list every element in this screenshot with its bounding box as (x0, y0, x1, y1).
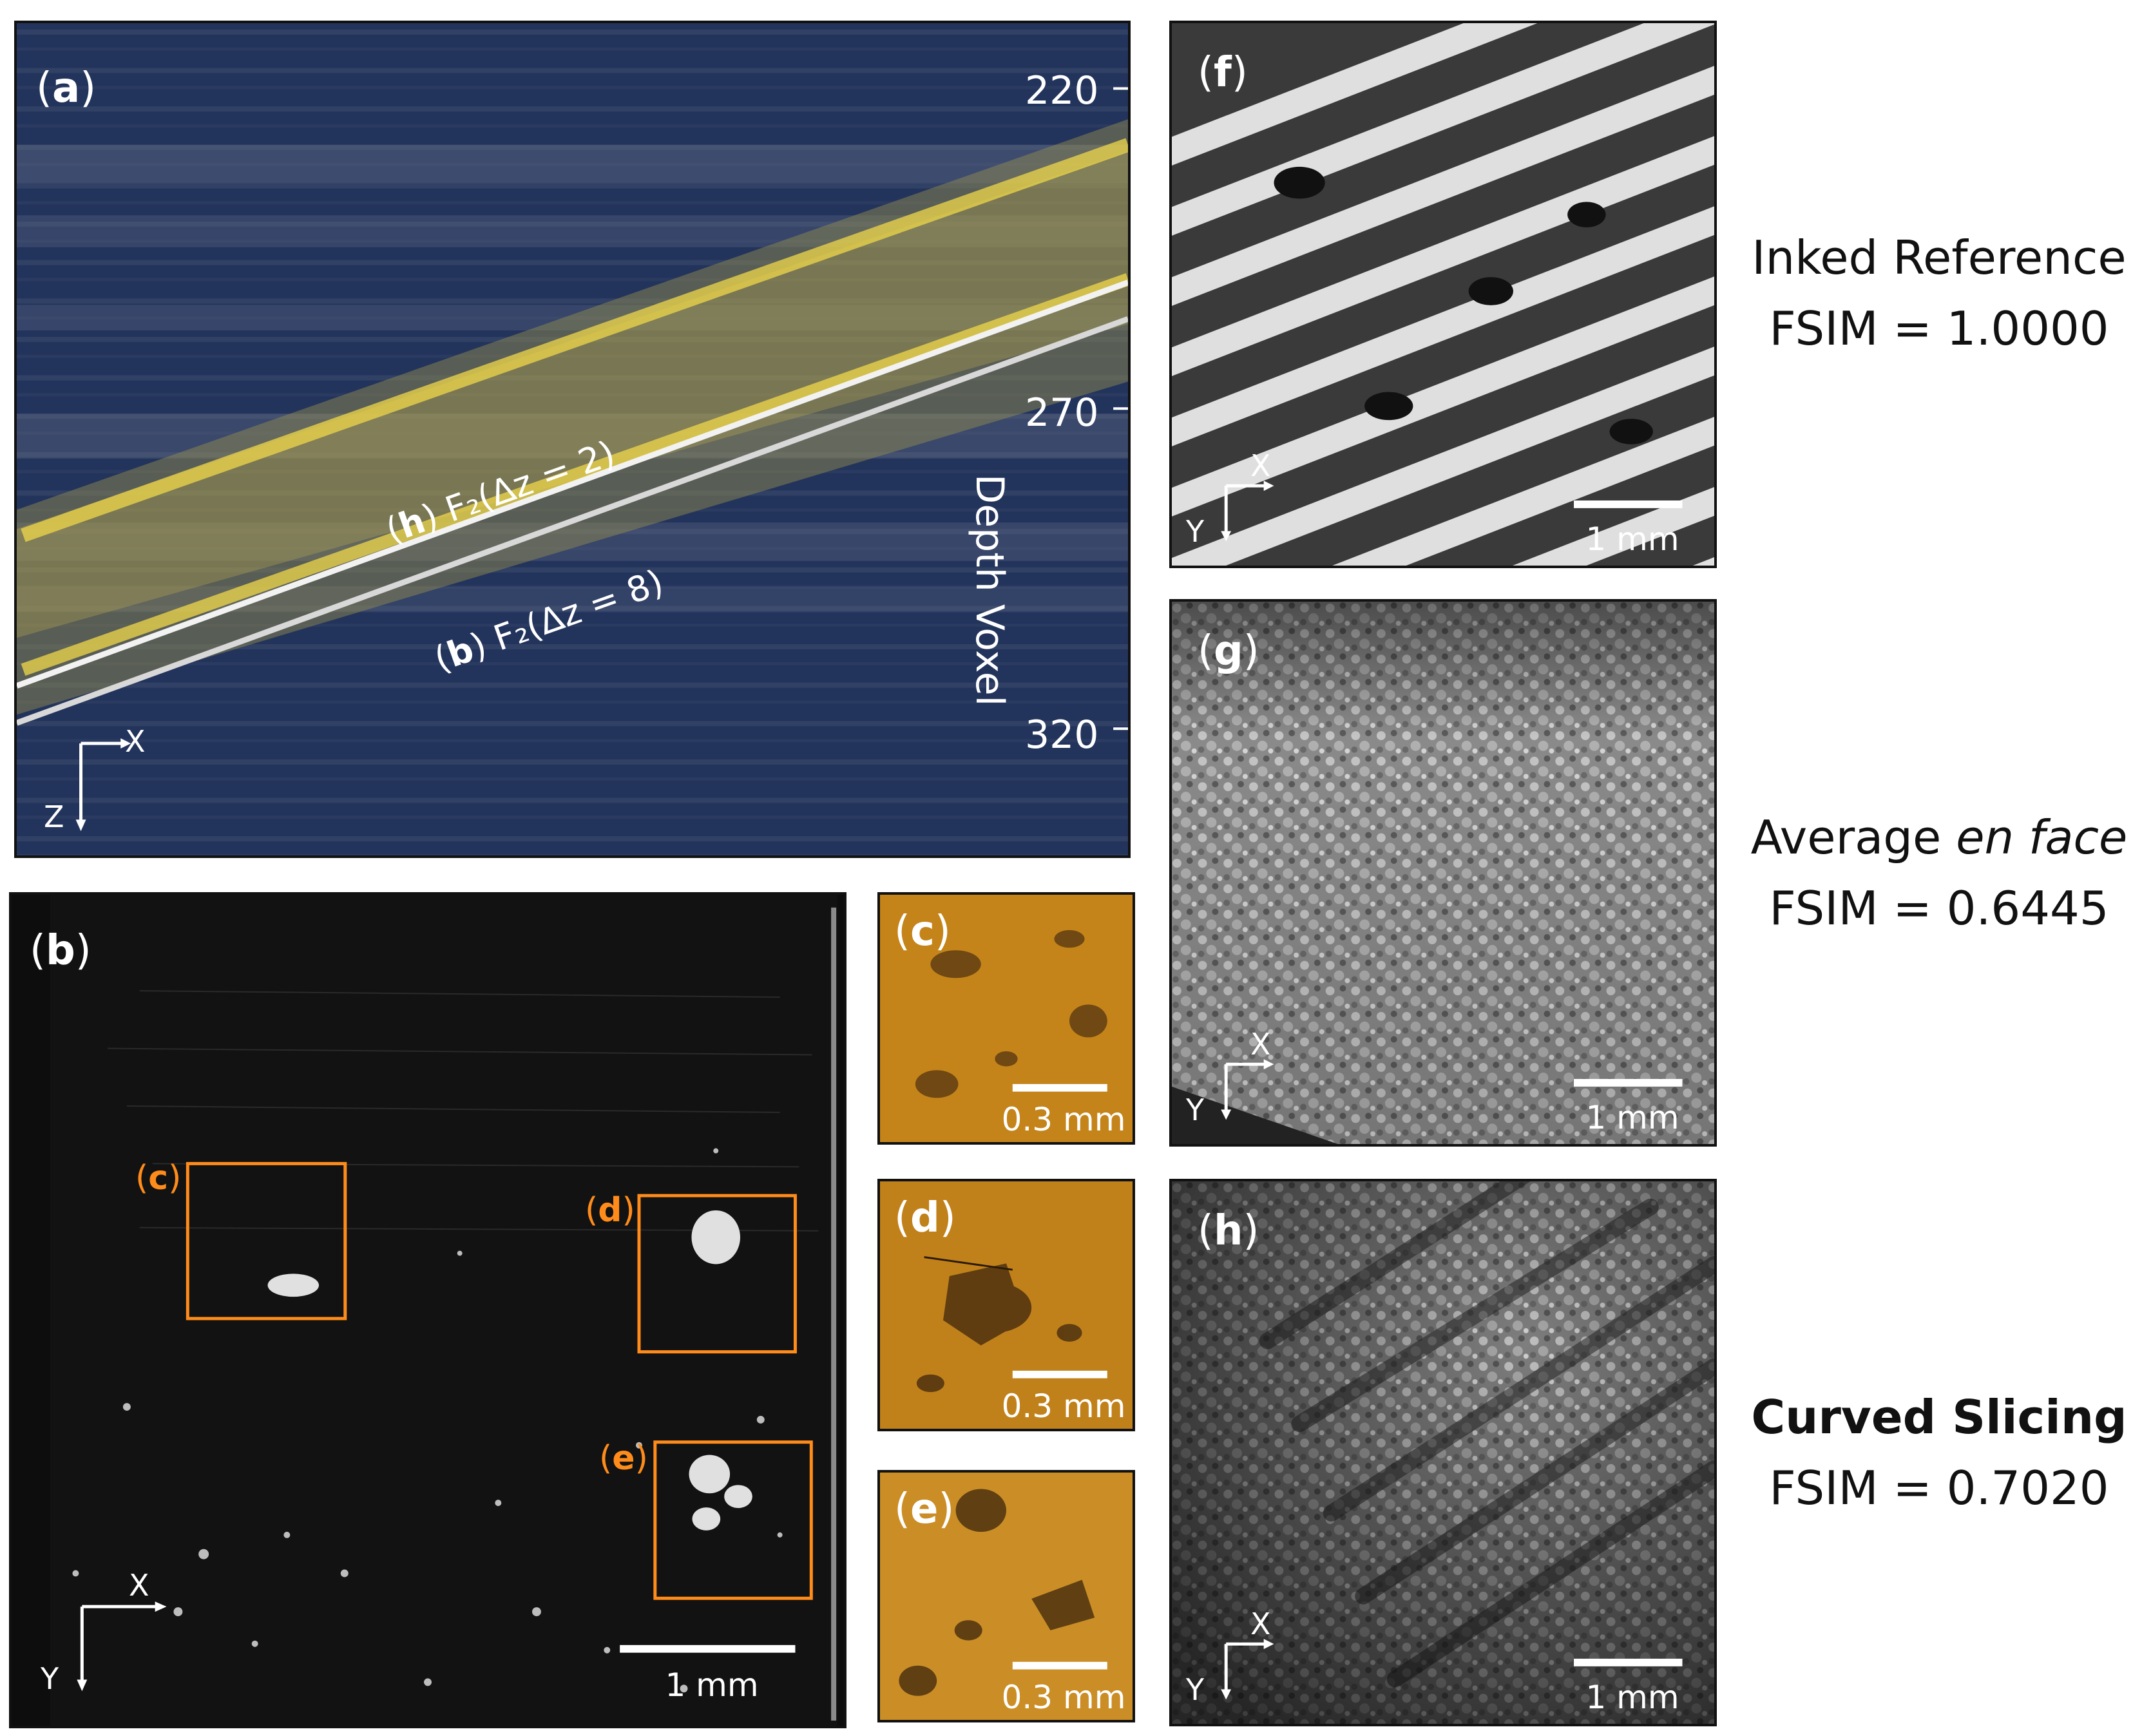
panel-a-image (17, 23, 1128, 855)
caption-h-fsim: FSIM = 0.7020 (1769, 1461, 2109, 1515)
panel-g-label: (g) (1198, 627, 1259, 675)
box-e-label: (e) (599, 1439, 648, 1478)
scale-bar-h-label: 1 mm (1585, 1679, 1679, 1716)
depth-tick-270: 270 (1025, 390, 1099, 435)
panel-d-label: (d) (894, 1194, 956, 1242)
panel-a-depth-slice: (a) 220 270 320 Depth Voxel (h) F₂(Δz = … (14, 21, 1131, 858)
panel-g-average-en-face: (g) 1 mm X Y (1169, 599, 1717, 1147)
panel-e-image (880, 1473, 1133, 1720)
panel-a-label: (a) (36, 64, 97, 112)
axis-x-label-a: X (125, 724, 146, 759)
panel-b-enface: (b) (c) (d) (e) 1 mm X Y (9, 892, 846, 1728)
depth-axis-title: Depth Voxel (967, 474, 1012, 707)
axis-y-label-b: Y (41, 1661, 59, 1696)
panel-b-image (12, 895, 844, 1726)
box-d-label: (d) (585, 1191, 635, 1230)
panel-h-image (1172, 1181, 1714, 1724)
panel-e-label: (e) (894, 1485, 955, 1533)
axis-z-label-a: Z (44, 799, 64, 834)
axis-y-label-f: Y (1186, 514, 1205, 549)
panel-f-image (1172, 23, 1714, 566)
scale-bar-e-label: 0.3 mm (1001, 1679, 1126, 1716)
caption-f-fsim: FSIM = 1.0000 (1769, 301, 2109, 356)
axis-x-label-f: X (1250, 448, 1271, 483)
panel-f-label: (f) (1198, 49, 1248, 97)
caption-curved-slicing: Curved Slicing FSIM = 0.7020 (1714, 1382, 2142, 1523)
depth-tick-220: 220 (1025, 68, 1099, 113)
axis-x-label-g: X (1250, 1027, 1271, 1062)
box-e (653, 1440, 813, 1600)
box-d (637, 1194, 797, 1354)
scale-bar-g-label: 1 mm (1585, 1099, 1679, 1136)
axis-x-label-h: X (1250, 1607, 1271, 1641)
scale-bar-c-label: 0.3 mm (1001, 1101, 1126, 1138)
panel-c-micrograph: (c) 0.3 mm (877, 892, 1135, 1145)
panel-c-image (880, 895, 1133, 1142)
caption-g-title: Average en face (1750, 810, 2128, 864)
scale-bar-b-label: 1 mm (665, 1666, 759, 1704)
panel-h-label: (h) (1198, 1207, 1259, 1255)
curve-b (17, 316, 1128, 726)
panel-e-micrograph: (e) 0.3 mm (877, 1470, 1135, 1722)
panel-g-image (1172, 602, 1714, 1144)
box-c (186, 1161, 347, 1321)
axis-x-label-b: X (129, 1568, 149, 1603)
caption-f-title: Inked Reference (1752, 231, 2127, 285)
depth-tick-320: 320 (1025, 712, 1099, 758)
caption-h-title: Curved Slicing (1751, 1390, 2127, 1444)
curve-h (17, 280, 1128, 689)
panel-d-micrograph: (d) 0.3 mm (877, 1179, 1135, 1431)
scale-bar-f-label: 1 mm (1585, 520, 1679, 558)
panel-h-curved-slicing: (h) 1 mm X Y (1169, 1179, 1717, 1726)
caption-average-en-face: Average en face FSIM = 0.6445 (1714, 802, 2142, 944)
caption-g-fsim: FSIM = 0.6445 (1769, 881, 2109, 935)
scale-bar-d-label: 0.3 mm (1001, 1388, 1126, 1425)
caption-inked-reference: Inked Reference FSIM = 1.0000 (1714, 222, 2142, 364)
panel-d-image (880, 1181, 1133, 1429)
box-c-label: (c) (135, 1159, 182, 1197)
panel-b-label: (b) (30, 927, 91, 975)
axis-y-label-h: Y (1186, 1672, 1205, 1707)
axis-y-label-g: Y (1186, 1092, 1205, 1127)
panel-c-label: (c) (894, 908, 951, 955)
panel-f-inked-reference: (f) 1 mm X Y (1169, 21, 1717, 568)
